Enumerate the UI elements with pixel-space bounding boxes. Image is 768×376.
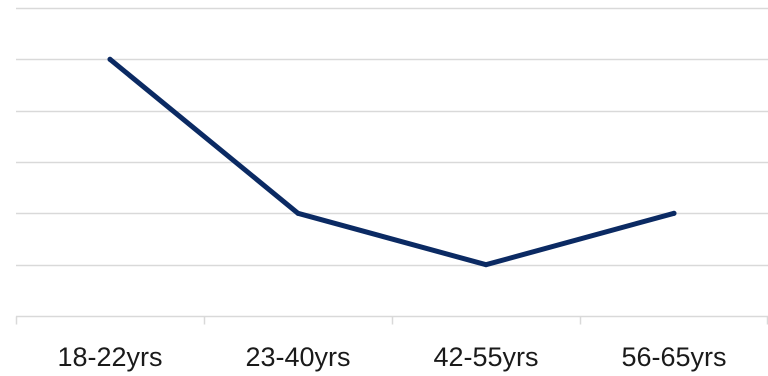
data-point <box>295 210 301 216</box>
series-line-group <box>107 56 677 268</box>
data-point <box>107 56 113 62</box>
x-axis <box>15 315 768 325</box>
x-tick-label: 42-55yrs <box>433 342 538 372</box>
x-tick-label: 18-22yrs <box>57 342 162 372</box>
data-point <box>671 210 677 216</box>
series-line <box>107 56 677 268</box>
gridlines <box>16 7 768 267</box>
x-tick-labels: 18-22yrs 23-40yrs 42-55yrs 56-65yrs <box>57 342 726 372</box>
x-tick-label: 23-40yrs <box>245 342 350 372</box>
data-point <box>483 262 489 268</box>
x-tick-label: 56-65yrs <box>621 342 726 372</box>
